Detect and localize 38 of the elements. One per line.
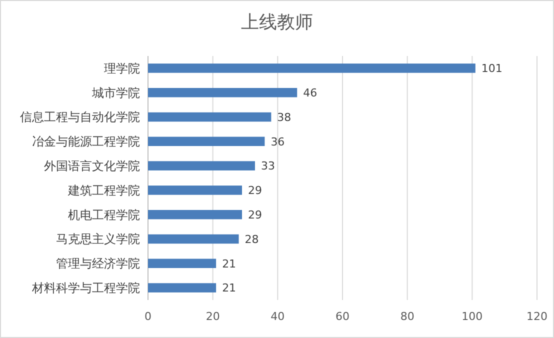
y-tick-label: 城市学院 bbox=[91, 86, 140, 100]
bar bbox=[148, 88, 298, 98]
x-tick-label: 60 bbox=[336, 310, 350, 323]
y-tick-label: 外国语言文化学院 bbox=[44, 159, 140, 173]
y-tick-label: 机电工程学院 bbox=[68, 208, 140, 222]
x-tick-label: 100 bbox=[462, 310, 483, 323]
y-tick-label: 信息工程与自动化学院 bbox=[20, 110, 140, 124]
x-tick-label: 120 bbox=[526, 310, 548, 323]
data-label: 33 bbox=[260, 160, 275, 173]
data-label: 46 bbox=[303, 86, 318, 100]
chart-title: 上线教师 bbox=[241, 12, 313, 33]
y-tick-label: 理学院 bbox=[104, 61, 140, 76]
bar bbox=[148, 186, 242, 195]
data-label: 21 bbox=[222, 257, 236, 270]
data-label: 21 bbox=[222, 282, 236, 295]
x-tick-label: 40 bbox=[270, 310, 285, 323]
data-label: 38 bbox=[277, 110, 292, 124]
data-label: 36 bbox=[270, 135, 285, 148]
x-tick-label: 80 bbox=[400, 310, 414, 323]
bar bbox=[148, 210, 242, 220]
data-label: 29 bbox=[248, 208, 262, 222]
y-tick-label: 马克思主义学院 bbox=[56, 232, 140, 246]
data-label: 29 bbox=[248, 184, 262, 198]
bar bbox=[148, 161, 255, 170]
x-tick-label: 0 bbox=[144, 310, 152, 323]
x-tick-label: 20 bbox=[206, 310, 220, 323]
y-tick-label: 建筑工程学院 bbox=[67, 183, 140, 198]
y-tick-label: 冶金与能源工程学院 bbox=[32, 134, 140, 149]
bar bbox=[148, 64, 476, 73]
bar bbox=[148, 234, 239, 244]
bar bbox=[148, 112, 272, 122]
data-label: 28 bbox=[244, 232, 259, 246]
bar bbox=[148, 258, 216, 268]
y-tick-label: 管理与经济学院 bbox=[56, 256, 140, 271]
bar bbox=[148, 283, 216, 292]
y-tick-label: 材料科学与工程学院 bbox=[31, 281, 140, 295]
data-label: 101 bbox=[481, 62, 502, 76]
bar bbox=[148, 136, 265, 146]
